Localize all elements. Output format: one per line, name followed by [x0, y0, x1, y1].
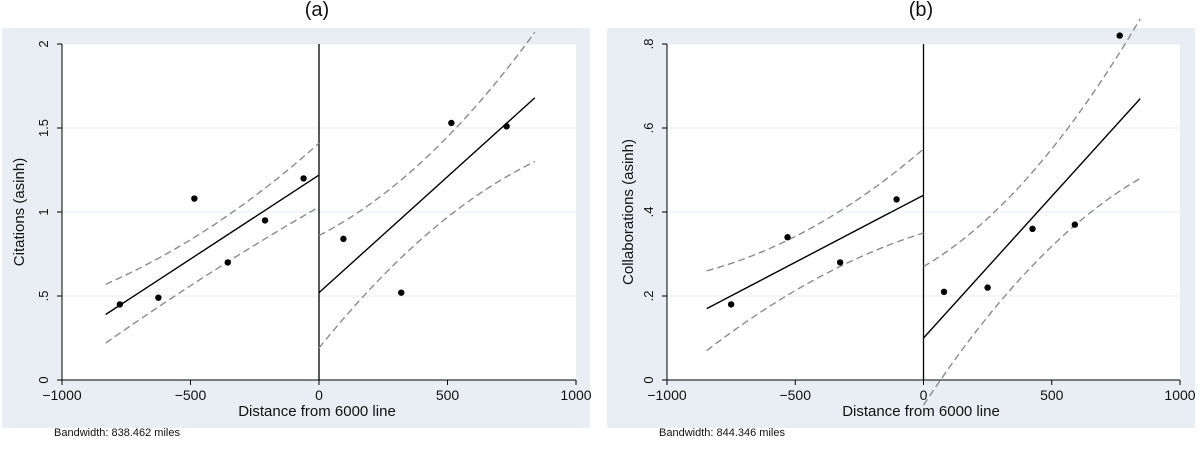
y-tick-label: 2 [36, 40, 51, 47]
data-point [448, 119, 455, 127]
y-tick-label: .8 [641, 39, 656, 50]
x-tick-label: 500 [436, 387, 460, 403]
data-point [1116, 32, 1123, 39]
data-point [893, 196, 900, 203]
y-tick-label: .6 [641, 123, 656, 134]
panel-title: (a) [305, 0, 329, 21]
ci-right-upper [318, 31, 536, 237]
x-tick-label: 1000 [1164, 387, 1195, 403]
y-tick-label: .5 [36, 291, 51, 302]
ci-right-lower [922, 177, 1141, 406]
x-tick-label: 1000 [560, 387, 591, 403]
data-point [1071, 221, 1079, 228]
x-tick-label: 500 [1040, 387, 1064, 403]
data-point [503, 123, 510, 130]
y-axis-label: Collaborations (asinh) [620, 139, 637, 285]
data-point [398, 289, 405, 296]
ci-right-upper [923, 18, 1141, 268]
data-point [940, 288, 948, 295]
data-point [1029, 225, 1036, 232]
data-point [224, 259, 231, 266]
ci-left-lower [105, 206, 320, 344]
data-point [191, 195, 198, 202]
ci-right-lower [318, 160, 536, 349]
bandwidth-note: Bandwidth: 838.462 miles [54, 427, 180, 439]
fit-line-right [922, 98, 1141, 339]
y-tick-label: 1.5 [36, 119, 51, 137]
data-point [261, 217, 269, 224]
data-point [300, 175, 307, 182]
fit-line-left [706, 194, 924, 310]
y-tick-label: 1 [36, 208, 51, 215]
x-axis-label: Distance from 6000 line [238, 403, 396, 420]
x-tick-label: 0 [315, 387, 323, 403]
y-tick-label: 0 [36, 376, 51, 383]
x-axis-label: Distance from 6000 line [842, 403, 1000, 420]
ci-left-lower [706, 232, 924, 352]
ci-left-upper [706, 148, 924, 272]
data-point [155, 294, 162, 301]
data-point [784, 234, 791, 241]
y-tick-label: .2 [641, 291, 656, 302]
bandwidth-note: Bandwidth: 844.346 miles [659, 427, 785, 439]
x-tick-label: −500 [779, 387, 811, 403]
x-tick-label: 0 [920, 387, 928, 403]
data-point [116, 301, 124, 308]
y-tick-label: 0 [641, 376, 656, 383]
data-point [727, 301, 735, 308]
fit-line-left [105, 174, 320, 316]
y-tick-label: .4 [641, 207, 656, 218]
x-tick-label: −500 [175, 387, 207, 403]
data-point [340, 235, 347, 243]
data-point [984, 284, 991, 291]
panel-title: (b) [909, 0, 933, 21]
x-tick-label: −1000 [42, 387, 82, 403]
data-point [836, 259, 844, 266]
x-tick-label: −1000 [647, 387, 687, 403]
y-axis-label: Citations (asinh) [11, 158, 28, 266]
fit-line-right [318, 97, 536, 294]
ci-left-upper [105, 142, 320, 285]
